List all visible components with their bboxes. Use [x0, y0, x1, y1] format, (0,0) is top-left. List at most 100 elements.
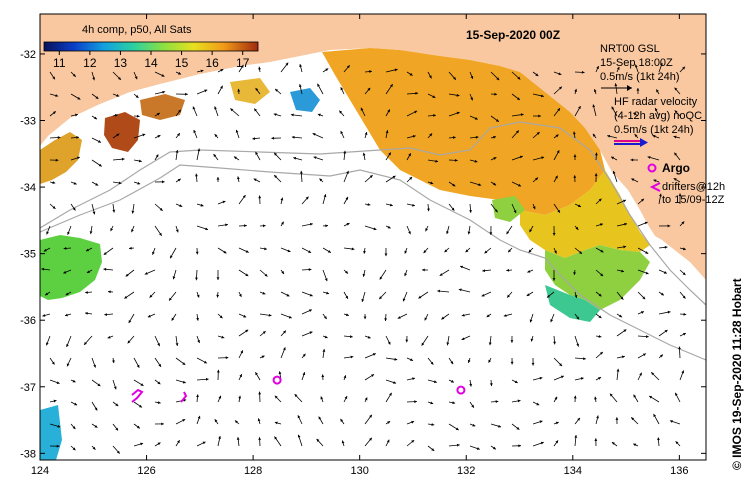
current-vector-head [196, 294, 200, 298]
lat-tick-label: -35 [20, 249, 36, 261]
current-vector-head [66, 344, 69, 348]
current-vector-head [510, 340, 514, 343]
current-vector-head [242, 195, 246, 199]
current-vector-head [299, 170, 303, 174]
current-vector-head [430, 181, 434, 185]
current-vector-head [489, 383, 493, 387]
current-vector-head [598, 335, 602, 338]
current-vector-head [433, 380, 437, 384]
current-vector-head [63, 270, 67, 274]
current-vector-head [622, 199, 626, 203]
current-vector-head [596, 65, 599, 69]
current-vector-head [574, 434, 578, 438]
current-vector-head [121, 157, 125, 161]
current-vector-head [52, 76, 55, 80]
current-vector-head [195, 173, 198, 177]
current-vector-head [339, 110, 343, 114]
current-vector-head [633, 443, 637, 447]
current-vector-head [493, 182, 497, 186]
current-vector-head [579, 251, 583, 254]
current-vector-head [128, 320, 132, 324]
current-vector-head [682, 295, 686, 299]
current-vector-head [253, 178, 257, 182]
current-vector-head [140, 442, 144, 446]
current-vector-head [624, 222, 628, 226]
current-vector-head [428, 75, 432, 79]
legend: NRT00 GSL 15-Sep 18:00Z 0.5m/s (1kt 24h)… [600, 43, 725, 206]
colorbar-tick-label: 14 [144, 56, 158, 70]
current-vector-head [216, 277, 220, 281]
current-vector-head [297, 415, 301, 419]
current-vector-head [367, 335, 371, 339]
colorbar-tick-label: 15 [175, 56, 189, 70]
lat-tick-label: -32 [20, 49, 36, 61]
current-vector-head [404, 250, 408, 254]
current-vector-head [293, 156, 297, 160]
current-vector-head [56, 381, 60, 384]
current-vector-head [57, 136, 61, 139]
current-vector-head [195, 277, 198, 281]
current-vector-head [369, 70, 372, 73]
hf-legend-line-2: (4-12h avg) noQC [614, 110, 702, 122]
current-vector-head [645, 251, 649, 254]
current-vector-head [345, 295, 348, 299]
current-vector-head [245, 250, 249, 253]
current-vector-head [460, 265, 464, 269]
current-vector-head [495, 400, 499, 404]
current-vector-head [611, 106, 615, 110]
shelf-contour-outer [40, 164, 706, 361]
current-vector-head [387, 109, 390, 113]
current-vector-head [193, 129, 197, 133]
current-vector-head [659, 354, 663, 358]
current-vector-head [346, 170, 349, 174]
current-vector-head [107, 290, 111, 294]
current-vector-head [432, 95, 436, 98]
current-vector-head [363, 250, 366, 254]
current-vector-head [478, 183, 482, 186]
current-vector-head [577, 417, 580, 421]
current-vector-head [437, 289, 441, 293]
current-vector-head [667, 224, 671, 228]
current-vector-head [461, 337, 465, 340]
current-vector-head [496, 77, 500, 81]
current-vector-head [651, 372, 655, 376]
current-vector-head [397, 316, 401, 319]
current-vector-head [136, 364, 140, 368]
current-vector-head [103, 267, 107, 271]
current-vector-head [388, 152, 391, 156]
current-vector-head [555, 421, 559, 425]
current-vector-head [240, 350, 243, 354]
current-vector-head [138, 404, 142, 408]
current-vector-head [172, 276, 176, 280]
current-vector-head [518, 444, 522, 448]
current-vector-head [653, 413, 657, 417]
current-vector-head [482, 269, 486, 273]
hf-legend-line-3: 0.5m/s (1kt 24h) [614, 124, 693, 136]
current-vector-head [345, 313, 349, 317]
current-vector-head [592, 133, 596, 137]
current-vector-head [517, 399, 521, 403]
current-vector-head [611, 442, 615, 445]
map-date-title: 15-Sep-2020 00Z [466, 28, 560, 42]
current-vector-head [118, 181, 122, 185]
current-vector-head [309, 293, 313, 297]
plot-frame [39, 13, 707, 461]
current-vector-head [72, 73, 76, 77]
current-vector-head [147, 314, 151, 318]
current-vector-head [450, 361, 454, 365]
current-vector-head [575, 226, 579, 230]
current-vector-head [408, 153, 411, 157]
current-vector-head [495, 119, 499, 122]
current-vector-head [667, 310, 671, 314]
current-vector-head [422, 268, 425, 272]
current-vector-head [472, 423, 476, 427]
current-vector-head [281, 271, 285, 275]
current-vector-head [155, 154, 159, 158]
current-vector-head [110, 228, 114, 232]
current-vector-head [92, 77, 96, 81]
current-vector-head [647, 156, 651, 159]
current-vector-head [262, 331, 266, 334]
current-vector-head [258, 437, 262, 440]
current-vector-head [598, 377, 602, 380]
current-vector-head [95, 96, 99, 99]
